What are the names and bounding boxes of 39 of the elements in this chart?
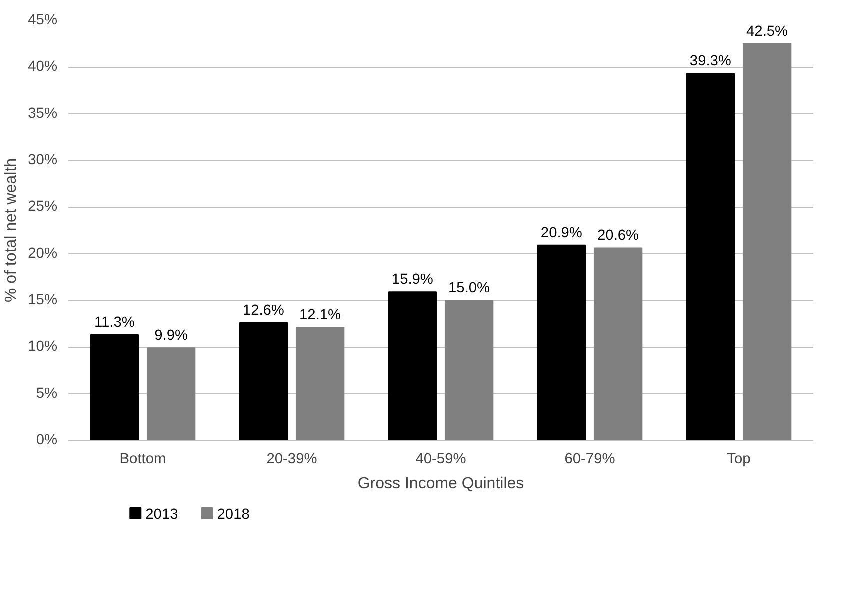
data-label: 12.6% [242, 302, 284, 319]
data-label: 15.9% [392, 272, 434, 288]
bar [146, 348, 196, 440]
data-label: 20.9% [540, 225, 582, 242]
x-tick-label: 40-59% [416, 452, 466, 468]
y-tick-label: 20% [28, 246, 58, 262]
bar [742, 43, 792, 440]
y-tick-label: 35% [28, 106, 58, 122]
bar [90, 334, 140, 440]
y-tick-label: 0% [36, 432, 58, 448]
y-tick-label: 30% [28, 152, 58, 168]
x-tick-label: Top [727, 452, 751, 468]
y-tick-label: 25% [28, 199, 58, 216]
bar [686, 73, 736, 440]
data-label: 20.6% [598, 228, 640, 244]
y-tick-label: 15% [28, 292, 58, 308]
y-tick-label: 10% [28, 339, 58, 356]
data-label: 9.9% [154, 328, 188, 344]
bar [388, 292, 438, 440]
y-tick-label: 40% [28, 59, 58, 76]
bar [594, 248, 643, 440]
legend-label: 2013 [146, 507, 178, 523]
data-label: 42.5% [746, 24, 788, 40]
data-label: 12.1% [300, 308, 342, 324]
y-tick-label: 5% [36, 386, 58, 402]
data-label: 39.3% [690, 54, 732, 70]
x-axis-title: Gross Income Quintiles [358, 476, 524, 492]
bar [296, 327, 345, 440]
bar [444, 300, 494, 440]
bar [239, 322, 288, 440]
y-axis-title: % of total net wealth [3, 158, 20, 303]
x-tick-label: Bottom [120, 452, 166, 468]
data-label: 11.3% [94, 315, 135, 332]
y-tick-label: 45% [28, 12, 58, 28]
x-tick-label: 60-79% [564, 452, 616, 468]
x-tick-label: 20-39% [266, 452, 318, 468]
legend-label: 2018 [217, 507, 250, 523]
bar [537, 244, 586, 440]
data-label: 15.0% [448, 280, 490, 296]
